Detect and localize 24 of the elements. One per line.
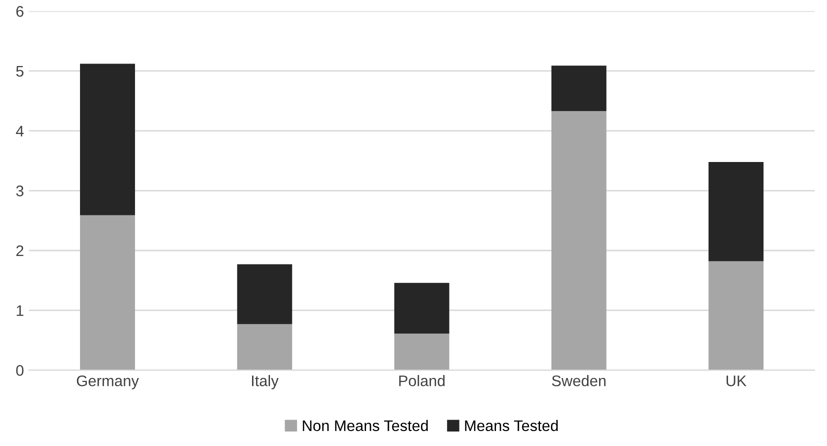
- x-tick-label: Italy: [252, 375, 279, 390]
- bar: [551, 66, 606, 112]
- y-tick-label: 2: [16, 245, 24, 256]
- bar: [237, 324, 292, 370]
- y-tick-label: 6: [16, 6, 24, 17]
- bar: [80, 215, 136, 370]
- x-tick-label: UK: [726, 376, 746, 386]
- bar: [708, 162, 764, 262]
- bar: [237, 264, 292, 324]
- y-tick-label: 1: [16, 305, 24, 316]
- bar: [551, 111, 606, 370]
- legend-label: Non Means Tested: [302, 420, 428, 432]
- x-tick-label: Germany: [76, 375, 139, 390]
- y-tick-label: 5: [16, 66, 24, 77]
- bar: [394, 334, 450, 370]
- bar: [394, 282, 450, 334]
- y-tick-label: 3: [16, 186, 24, 196]
- bar: [708, 261, 764, 370]
- bar: [80, 64, 136, 216]
- legend-label: Means Tested: [465, 420, 558, 432]
- y-tick-label: 4: [16, 126, 24, 136]
- y-tick-label: 0: [16, 365, 24, 376]
- x-tick-label: Sweden: [552, 375, 606, 386]
- x-tick-label: Poland: [399, 375, 445, 386]
